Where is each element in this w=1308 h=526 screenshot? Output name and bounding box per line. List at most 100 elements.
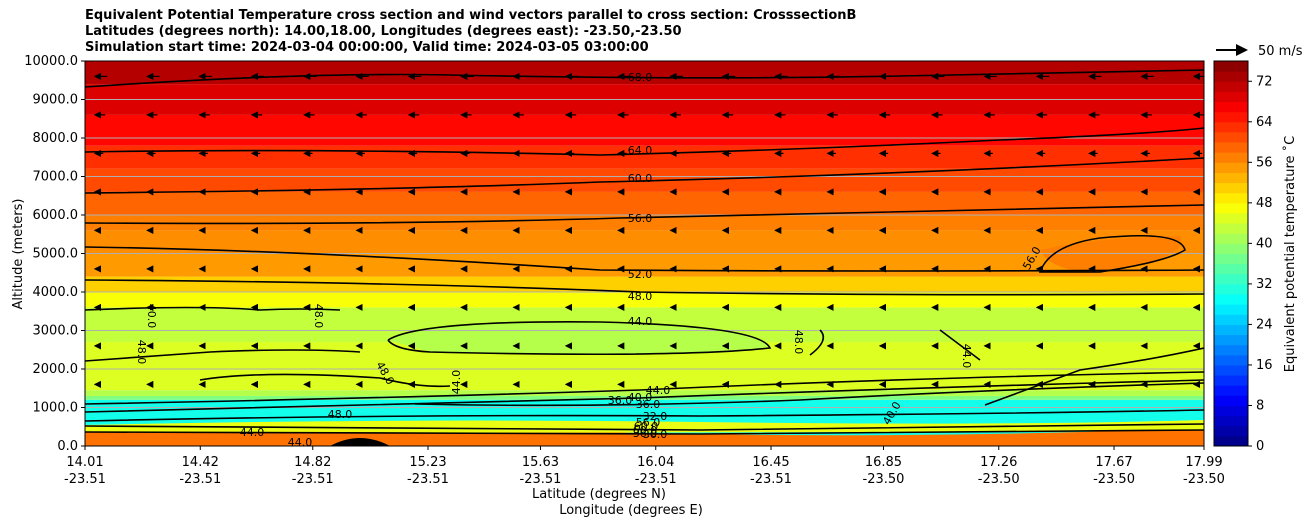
- colorbar-segment: [1214, 182, 1248, 194]
- x-tick-label-lat: 14.42: [182, 455, 219, 470]
- colorbar-segment: [1214, 375, 1248, 386]
- wind-vectors: [93, 72, 1204, 388]
- contour-line: [85, 69, 1204, 88]
- colorbar-frame: [1213, 60, 1249, 447]
- contour-label: 40.0: [628, 391, 653, 404]
- colorbar-segment: [1214, 294, 1248, 305]
- contour-line: [1038, 234, 1186, 273]
- x-axis-label-2: Longitude (degrees E): [559, 503, 703, 518]
- x-axis: 14.01 -23.51 14.42 -23.51 14.82 -23.51 15.23 -2…: [64, 446, 1225, 487]
- colorbar-tick-label: 8: [1256, 398, 1264, 413]
- x-tick-label-lon: -23.50: [978, 472, 1020, 487]
- chart-title-line-2: Latitudes (degrees north): 14.00,18.00, …: [85, 24, 682, 39]
- x-tick-label-lon: -23.50: [1183, 472, 1225, 487]
- contour-line: [939, 329, 981, 361]
- y-tick-label: 2000.0: [33, 362, 79, 377]
- y-tick-label: 3000.0: [33, 324, 79, 339]
- colorbar-segment: [1214, 253, 1248, 265]
- contour-label: 60.0: [633, 424, 658, 437]
- contour-line: [85, 157, 1204, 194]
- contour-line: [984, 347, 1204, 406]
- contour-label: 56.0: [628, 212, 653, 225]
- colorbar-tick-label: 16: [1256, 358, 1273, 373]
- x-tick-label-lat: 15.23: [409, 455, 446, 470]
- chart-title-line-1: Equivalent Potential Temperature cross s…: [85, 8, 857, 23]
- colorbar-segment: [1214, 263, 1248, 275]
- contour-band: [85, 215, 1204, 231]
- colorbar-segment: [1214, 283, 1248, 295]
- x-tick-label-lon: -23.51: [750, 472, 792, 487]
- x-tick-label-lat: 16.85: [865, 455, 902, 470]
- colorbar-tick-label: 40: [1256, 236, 1273, 251]
- contour-label: 60.0: [628, 172, 653, 185]
- colorbar-segment: [1214, 385, 1248, 396]
- contour-label: 48.0: [628, 290, 653, 303]
- colorbar-segment: [1214, 435, 1248, 447]
- colorbar-tick-label: 24: [1256, 317, 1273, 332]
- contour-label: 44.0: [240, 426, 265, 439]
- contour-line: [85, 371, 1204, 405]
- x-tick-label-lon: -23.50: [1093, 472, 1135, 487]
- colorbar-segment: [1214, 344, 1248, 356]
- quiver-key: 50 m/s: [1216, 44, 1303, 59]
- colorbar-tick-label: 0: [1256, 439, 1264, 454]
- contour-label: 48.0: [135, 340, 148, 365]
- contour-line: [85, 429, 1204, 435]
- colorbar-segment: [1214, 192, 1248, 204]
- colorbar-segment: [1214, 121, 1248, 133]
- colorbar-segment: [1214, 405, 1248, 417]
- contour-label: 44.0: [628, 315, 653, 328]
- colorbar-segment: [1214, 415, 1248, 427]
- contour-label: 56.0: [636, 416, 661, 429]
- colorbar-segment: [1214, 81, 1248, 92]
- contour-label: 32.0: [643, 410, 668, 423]
- contour-line: [85, 379, 1204, 413]
- colorbar-segment: [1214, 364, 1248, 376]
- contour-label: 36.0: [643, 428, 668, 441]
- contour-line: [85, 349, 361, 362]
- colorbar-segment: [1214, 101, 1248, 113]
- colorbar-segment: [1214, 91, 1248, 103]
- y-axis: 0.0 1000.0 2000.0 3000.0 4000.0 5000.0 6000.0 7…: [24, 54, 85, 454]
- colorbar-segment: [1214, 202, 1248, 214]
- colorbar-segment: [1214, 212, 1248, 224]
- y-tick-label: 1000.0: [33, 401, 79, 416]
- surface-transition: [85, 420, 1204, 433]
- x-tick-label-lon: -23.50: [863, 472, 905, 487]
- colorbar-segment: [1214, 142, 1248, 153]
- colorbar-segment: [1214, 243, 1248, 254]
- y-tick-label: 5000.0: [33, 247, 79, 262]
- x-tick-label-lon: -23.51: [520, 472, 562, 487]
- y-tick-label: 6000.0: [33, 208, 79, 223]
- colorbar-segment: [1214, 61, 1248, 72]
- y-tick-label: 8000.0: [33, 131, 79, 146]
- x-tick-label-lat: 17.67: [1095, 455, 1132, 470]
- colorbar-segment: [1214, 354, 1248, 366]
- contour-label: 44.0: [288, 436, 313, 449]
- x-tick-label-lon: -23.51: [635, 472, 677, 487]
- x-tick-label-lat: 15.63: [522, 455, 559, 470]
- contour-label: 48.0: [328, 408, 353, 421]
- contour-line: [809, 329, 825, 356]
- colorbar-segment: [1214, 152, 1248, 163]
- colorbar-segment: [1214, 162, 1248, 173]
- x-tick-label-lat: 17.26: [980, 455, 1017, 470]
- y-tick-label: 0.0: [57, 439, 78, 454]
- contour-band: [85, 276, 1204, 292]
- contour-label: 36.0: [636, 398, 661, 411]
- contour-label: 48.0: [312, 304, 325, 329]
- colorbar-segment: [1214, 111, 1248, 123]
- colorbar-segment: [1214, 172, 1248, 184]
- x-tick-label-lon: -23.51: [292, 472, 334, 487]
- colorbar-segment: [1214, 334, 1248, 346]
- contour-label: 68.0: [628, 71, 653, 84]
- contour-band: [85, 230, 1204, 254]
- contour-line: [85, 204, 1204, 225]
- contour-band: [85, 292, 1204, 308]
- x-tick-label-lat: 16.45: [752, 455, 789, 470]
- contour-label: 48.0: [792, 330, 805, 355]
- contour-label: 36.0: [608, 394, 633, 407]
- contour-line: [387, 321, 772, 356]
- colorbar-segment: [1214, 304, 1248, 315]
- contour-band: [85, 390, 1204, 396]
